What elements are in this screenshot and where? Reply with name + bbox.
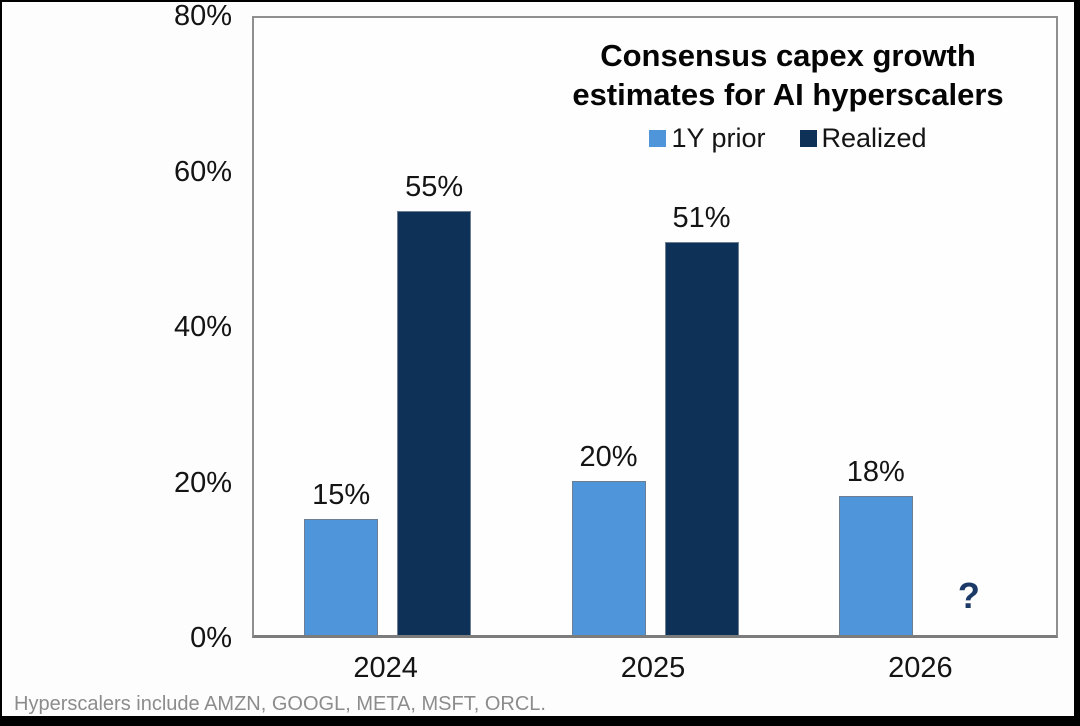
x-axis-label-2025: 2025: [620, 652, 686, 684]
legend-item-1y-prior: 1Y prior: [649, 123, 766, 154]
legend-swatch-icon: [799, 130, 817, 147]
bar-1y-prior-2025: [571, 480, 646, 635]
legend-label: 1Y prior: [671, 123, 766, 153]
bar-1y-prior-2024: [304, 519, 379, 635]
y-axis-label-0: 0%: [190, 622, 232, 654]
bar-value-label: 18%: [846, 456, 905, 489]
x-axis-label-2026: 2026: [888, 652, 953, 684]
bar-value-label: 51%: [672, 201, 731, 234]
legend-item-realized: Realized: [799, 123, 927, 154]
x-axis-label-2024: 2024: [353, 652, 418, 684]
chart-title: Consensus capex growth estimates for AI …: [572, 38, 1004, 112]
legend-label: Realized: [821, 123, 927, 153]
x-axis: 2024 2025 2026: [252, 652, 1058, 688]
y-axis-label-20: 20%: [173, 466, 232, 499]
chart-header: Consensus capex growth estimates for AI …: [538, 36, 1038, 154]
bar-realized-2025: [664, 241, 739, 635]
bar-realized-2024: [397, 210, 472, 635]
missing-value-question-mark: ?: [957, 575, 980, 616]
bar-value-label: 15%: [312, 479, 371, 512]
y-axis: 0% 20% 40% 60% 80%: [0, 1, 232, 653]
bar-value-label: 20%: [579, 440, 638, 473]
legend-swatch-icon: [649, 130, 667, 147]
y-axis-label-40: 40%: [173, 311, 232, 343]
y-axis-label-80: 80%: [173, 0, 232, 32]
footnote: Hyperscalers include AMZN, GOOGL, META, …: [14, 693, 546, 715]
chart-legend: 1Y prior Realized: [538, 123, 1038, 154]
bar-1y-prior-2026: [838, 496, 913, 635]
plot-area: 15% 55% 20% 51% 18%?: [252, 16, 1058, 638]
y-axis-label-60: 60%: [173, 155, 232, 188]
bar-value-label: 55%: [405, 170, 464, 203]
